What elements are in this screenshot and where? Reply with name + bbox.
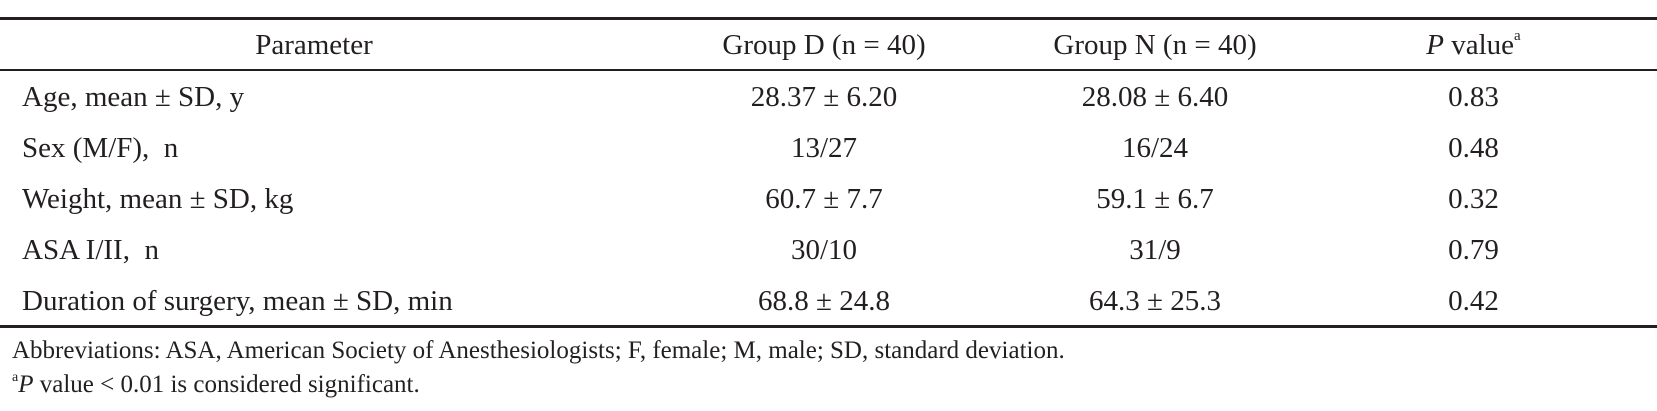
bottom-rule (0, 325, 1657, 328)
table-row: ASA I/II, n 30/10 31/9 0.79 (0, 225, 1657, 276)
footnote-text: value < 0.01 is considered significant. (33, 371, 420, 398)
header-p-superscript: a (1514, 28, 1521, 45)
cell-group-d: 30/10 (790, 234, 858, 266)
header-p-rest: value (1443, 29, 1515, 61)
table-row: Sex (M/F), n 13/27 16/24 0.48 (0, 123, 1657, 174)
table-row: Duration of surgery, mean ± SD, min 68.8… (0, 276, 1657, 327)
cell-parameter: Weight, mean ± SD, kg (22, 183, 294, 215)
header-rule (0, 69, 1657, 71)
cell-group-n: 28.08 ± 6.40 (1081, 81, 1229, 113)
cell-p-value: 0.42 (1448, 285, 1499, 317)
footnote-p-italic: P (18, 371, 34, 398)
cell-parameter: Age, mean ± SD, y (22, 81, 245, 113)
cell-group-n: 31/9 (1129, 234, 1181, 266)
cell-parameter: Sex (M/F), n (22, 132, 179, 164)
cell-parameter: Duration of surgery, mean ± SD, min (22, 285, 453, 317)
cell-group-n: 59.1 ± 6.7 (1096, 183, 1214, 215)
table-row: Weight, mean ± SD, kg 60.7 ± 7.7 59.1 ± … (0, 174, 1657, 225)
header-p-value: P valuea (1290, 21, 1657, 69)
table-header-row: Parameter Group D (n = 40) Group N (n = … (0, 21, 1657, 69)
cell-p-value: 0.48 (1448, 132, 1499, 164)
header-parameter: Parameter (255, 29, 373, 61)
cell-group-d: 60.7 ± 7.7 (765, 183, 883, 215)
cell-group-n: 64.3 ± 25.3 (1089, 285, 1221, 317)
cell-group-n: 16/24 (1121, 132, 1189, 164)
abbreviations-footnote: Abbreviations: ASA, American Society of … (12, 337, 1065, 364)
footnote-superscript: a (12, 369, 19, 385)
cell-p-value: 0.32 (1448, 183, 1499, 215)
cell-parameter: ASA I/II, n (22, 234, 159, 266)
cell-p-value: 0.83 (1448, 81, 1499, 113)
cell-group-d: 28.37 ± 6.20 (750, 81, 898, 113)
top-rule (0, 17, 1657, 20)
table-footnotes: Abbreviations: ASA, American Society of … (12, 334, 1652, 402)
table-row: Age, mean ± SD, y 28.37 ± 6.20 28.08 ± 6… (0, 72, 1657, 123)
header-p-italic: P (1426, 29, 1444, 61)
cell-group-d: 68.8 ± 24.8 (758, 285, 890, 317)
significance-footnote: aP value < 0.01 is considered significan… (12, 368, 1652, 402)
header-group-n: Group N (n = 40) (1053, 29, 1257, 61)
header-group-d: Group D (n = 40) (722, 29, 926, 61)
cell-p-value: 0.79 (1448, 234, 1499, 266)
cell-group-d: 13/27 (790, 132, 858, 164)
